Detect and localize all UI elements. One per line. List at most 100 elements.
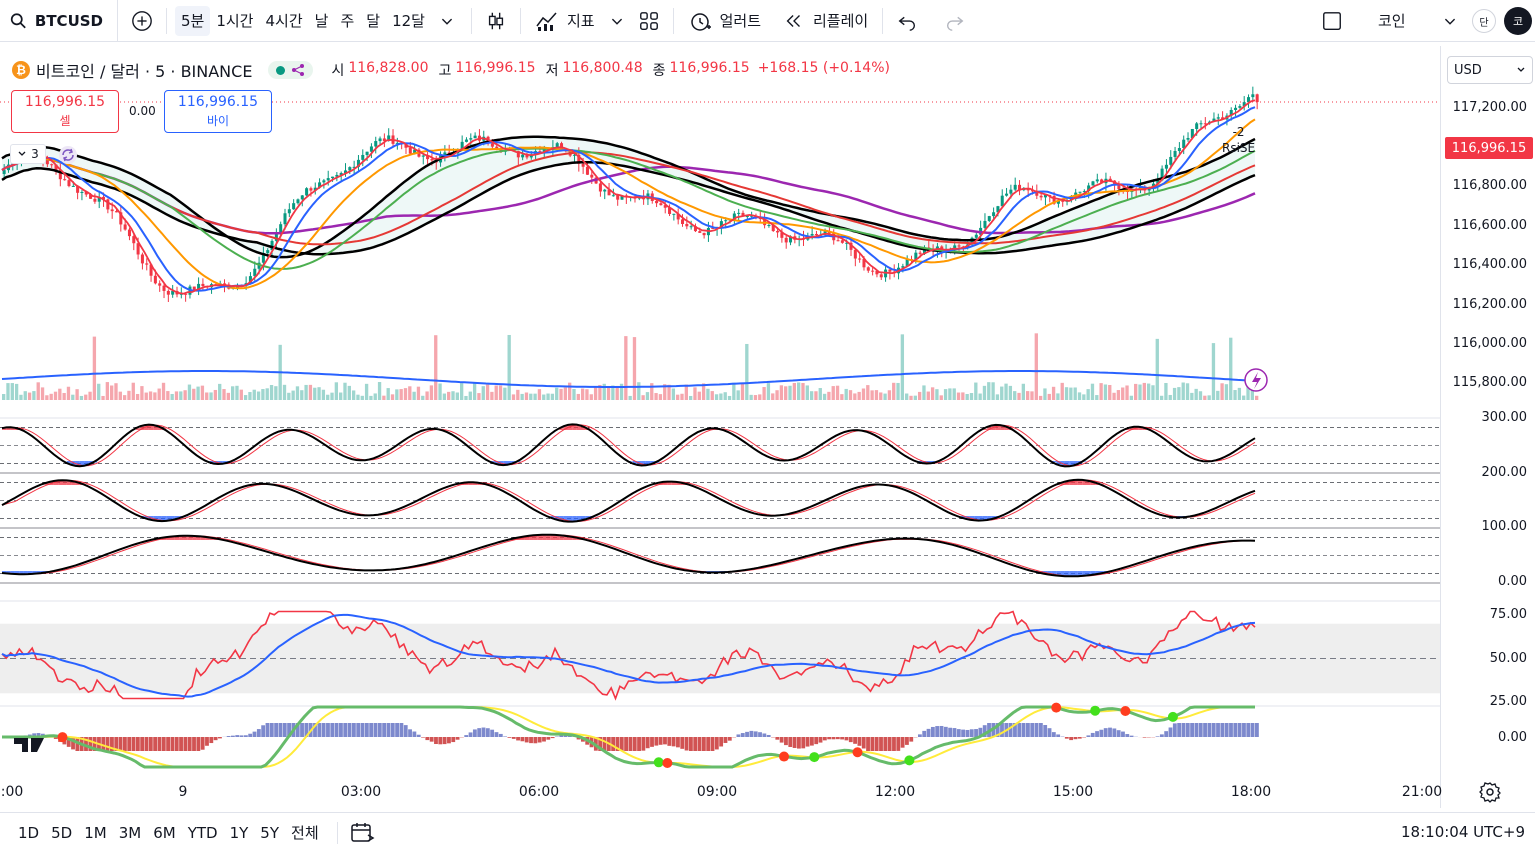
volume-bar [1026,391,1030,400]
volume-bar [1095,395,1099,400]
range-all[interactable]: 전체 [291,824,319,842]
indicators-button[interactable]: 지표 [529,6,601,36]
volume-bar [874,390,879,400]
signal-label: -2 RsiSE [1222,124,1255,156]
interval-day[interactable]: 날 [314,12,329,30]
macd-hist-bar [274,723,279,737]
price-axis[interactable]: USD 117,200.00 116,996.15 116,800.00 116… [1440,46,1535,808]
stoch-fast-overbought [982,428,988,430]
stoch-slow-overbought [550,534,556,540]
candle-body [853,249,857,259]
range-1y[interactable]: 1Y [229,823,249,842]
macd-hist-bar [568,735,572,737]
volume-bar [542,394,546,400]
layouts-button[interactable] [633,5,665,37]
candle-body [590,174,594,178]
fullscreen-button[interactable] [1316,5,1348,37]
macd-hist-bar [330,723,335,737]
volume-bar [40,387,45,400]
date-range-icon[interactable] [350,821,376,845]
price-label: 116,400.00 [1452,257,1527,272]
macd-hist-bar [300,723,304,737]
macd-hist-bar [887,737,892,751]
clock[interactable]: 18:10:04 UTC+9 [1401,823,1525,841]
macd-hist-bar [956,729,961,737]
range-ytd[interactable]: YTD [187,823,218,842]
redo-icon [947,16,964,31]
volume-bar [403,388,408,400]
macd-hist-bar [213,737,218,741]
volume-bar [468,391,472,400]
candle-body [849,242,853,250]
alert-button[interactable]: 얼러트 [682,6,767,36]
sync-icon[interactable] [58,145,78,165]
volume-bar [775,390,779,400]
stoch-fast-oversold [628,461,633,462]
coin-dropdown[interactable] [1434,5,1466,37]
compare-add-button[interactable] [126,5,158,37]
volume-bar [243,395,248,400]
candle-body [348,167,352,171]
volume-bar [952,388,956,400]
interval-week[interactable]: 주 [340,12,355,30]
candle-body [858,258,862,260]
candle-body [1039,195,1043,198]
gear-icon[interactable] [1478,780,1502,804]
volume-bar [580,388,585,400]
range-6m[interactable]: 6M [153,823,176,842]
redo-button[interactable] [939,5,971,37]
candle-body [1190,128,1194,138]
avatar[interactable]: 코 [1504,7,1532,35]
coin-menu[interactable]: 코인 [1372,6,1412,36]
currency-select[interactable]: USD [1447,56,1533,84]
stoch-slow-overbought [200,536,206,540]
candle-body [430,159,434,161]
interval-1h[interactable]: 1시간 [216,12,254,30]
candle-body [875,270,879,275]
symbol-search[interactable]: BTCUSD [0,0,118,42]
range-1m[interactable]: 1M [84,823,107,842]
replay-button[interactable]: 리플레이 [777,6,874,36]
undo-button[interactable] [891,5,923,37]
macd-hist-bar [671,737,676,747]
indicators-dropdown[interactable] [601,5,633,37]
candle-body [305,188,309,196]
interval-5m[interactable]: 5분 [175,5,211,36]
interval-12m[interactable]: 12달 [392,12,425,30]
time-axis[interactable]: :00 9 03:00 06:00 09:00 12:00 15:00 18:0… [0,778,1442,806]
price-chart[interactable] [0,46,1440,808]
grid-icon [639,11,658,30]
sell-button[interactable]: 116,996.15 셀 [11,90,119,133]
square-icon [1323,11,1341,30]
buy-button[interactable]: 116,996.15 바이 [164,90,272,133]
volume-bar [313,387,317,400]
chart-type-button[interactable] [480,5,512,37]
macd-hist-bar [53,737,58,739]
interval-4h[interactable]: 4시간 [265,12,303,30]
stoch-fast-oversold [917,461,923,463]
volume-bar [300,390,304,400]
volume-bar [1177,387,1181,400]
macd-hist-bar [809,737,814,746]
market-status-pill[interactable] [268,61,314,79]
stoch-slow-overbought [187,535,193,540]
stoch-slow-oversold [1095,571,1100,575]
range-5d[interactable]: 5D [51,823,73,842]
open-label: 시 [331,63,345,79]
interval-dropdown[interactable] [431,5,463,37]
volume-bar [135,393,140,400]
indicator-collapse-button[interactable]: 3 [10,144,46,164]
range-3m[interactable]: 3M [118,823,142,842]
candle-body [1251,94,1255,98]
volume-bar [153,392,157,400]
chart-area[interactable] [0,46,1440,808]
macd-hist-bar [429,737,434,742]
range-1d[interactable]: 1D [18,823,40,842]
macd-hist-bar [822,737,827,741]
small-avatar[interactable]: 단 [1472,9,1496,33]
macd-hist-bar [1121,731,1125,737]
macd-hist-bar [451,737,456,743]
range-5y[interactable]: 5Y [260,823,280,842]
macd-line [2,705,1255,769]
interval-month[interactable]: 달 [366,12,381,30]
